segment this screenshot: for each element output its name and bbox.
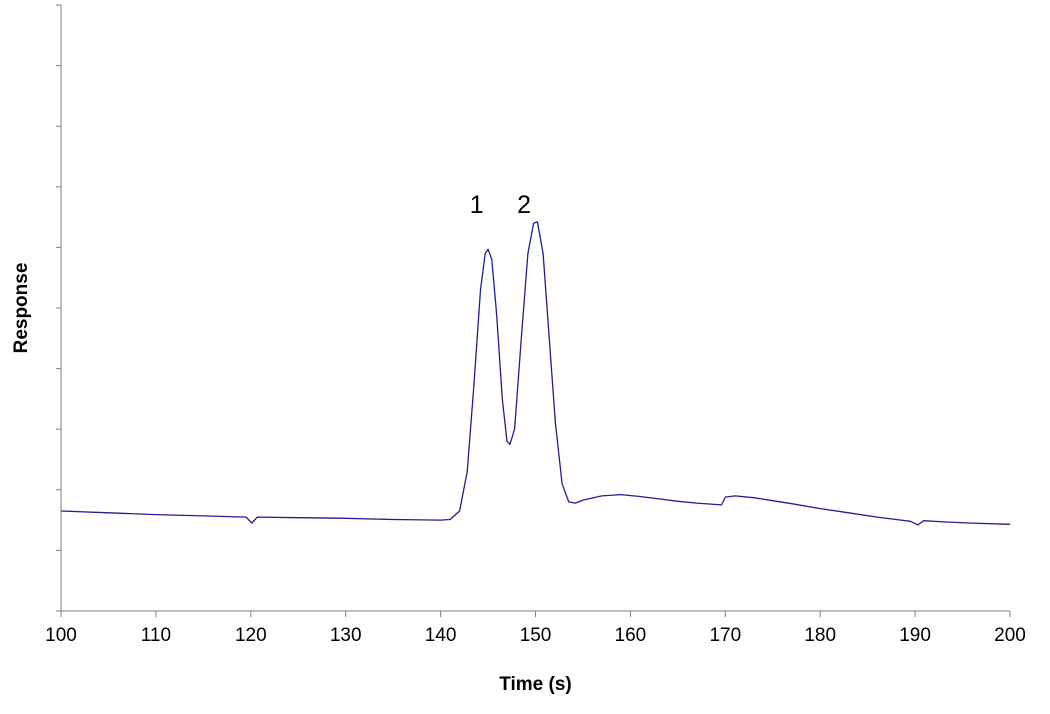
x-tick-label: 160: [615, 625, 647, 646]
x-tick-label: 190: [899, 625, 931, 646]
x-tick-label: 120: [235, 625, 267, 646]
series-line: [60, 221, 1011, 526]
x-tick-label: 200: [994, 625, 1026, 646]
x-tick-label: 180: [804, 625, 836, 646]
x-axis-title: Time (s): [499, 674, 572, 695]
peak-label-2: 2: [517, 191, 531, 219]
peak-label-1: 1: [470, 191, 484, 219]
x-tick-label: 150: [520, 625, 552, 646]
axes: 100 110 120 130 140 150 160 170 180 190 200: [45, 4, 1026, 646]
x-tick-label: 110: [141, 625, 171, 646]
y-axis-title: Response: [11, 263, 32, 354]
x-tick-label: 130: [330, 625, 362, 646]
x-tick-label: 170: [709, 625, 741, 646]
x-tick-label: 100: [45, 625, 77, 646]
x-tick-label: 140: [425, 625, 457, 646]
